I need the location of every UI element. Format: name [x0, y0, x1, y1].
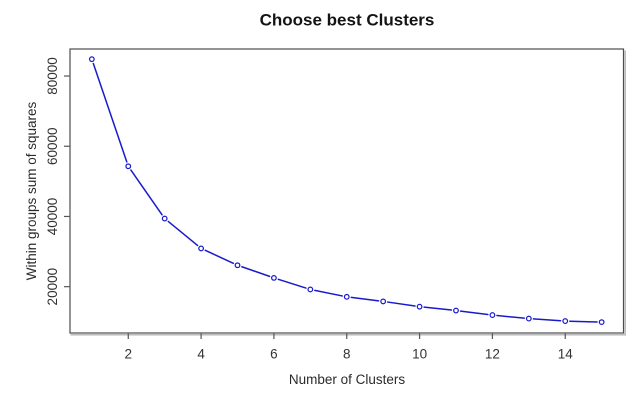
line-segment: [241, 266, 271, 278]
x-tick-label: 12: [485, 347, 500, 362]
x-tick-label: 2: [125, 347, 133, 362]
x-tick-label: 4: [197, 347, 205, 362]
line-segment: [423, 306, 453, 311]
line-segment: [496, 314, 525, 319]
line-segment: [459, 310, 489, 316]
line-segment: [314, 289, 343, 297]
line-segment: [350, 296, 380, 302]
line-segment: [167, 220, 199, 247]
x-axis-ticks: 2 4 6 8 10 12 14: [125, 333, 574, 362]
y-tick-label: 60000: [45, 127, 60, 165]
data-point-marker: [198, 245, 205, 252]
data-point-marker: [380, 298, 387, 305]
line-segment: [277, 278, 307, 289]
x-tick-label: 6: [270, 347, 278, 362]
y-tick-label: 80000: [45, 57, 60, 95]
data-point-marker: [88, 56, 95, 63]
line-segment: [532, 318, 562, 322]
line-segment: [130, 169, 163, 216]
data-point-marker: [562, 318, 569, 324]
plot-box-shadow: [70, 50, 626, 336]
data-point-marker: [307, 286, 314, 293]
data-point-marker: [525, 315, 532, 322]
y-axis-label: Within groups sum of squares: [24, 101, 39, 280]
data-point-marker: [489, 312, 496, 319]
data-series: [88, 56, 605, 326]
data-point-marker: [343, 293, 350, 300]
line-segment: [92, 62, 128, 163]
y-axis-ticks: 20000 40000 60000 80000: [45, 57, 70, 306]
x-axis-label: Number of Clusters: [289, 372, 406, 387]
plot-box: [69, 48, 625, 334]
y-tick-label: 40000: [45, 198, 60, 236]
x-tick-label: 8: [343, 347, 351, 362]
line-segment: [204, 249, 235, 265]
data-point-marker: [453, 307, 459, 314]
data-point-marker: [598, 319, 605, 326]
line-segment: [386, 301, 416, 307]
data-point-marker: [234, 262, 241, 269]
data-point-marker: [125, 163, 132, 170]
data-point-marker: [161, 215, 168, 222]
line-segment: [569, 320, 598, 323]
x-tick-label: 14: [558, 347, 574, 362]
x-tick-label: 10: [412, 347, 427, 362]
chart-title: Choose best Clusters: [260, 11, 435, 30]
y-tick-label: 20000: [45, 268, 60, 306]
data-point-marker: [416, 303, 423, 310]
data-point-marker: [270, 274, 277, 281]
